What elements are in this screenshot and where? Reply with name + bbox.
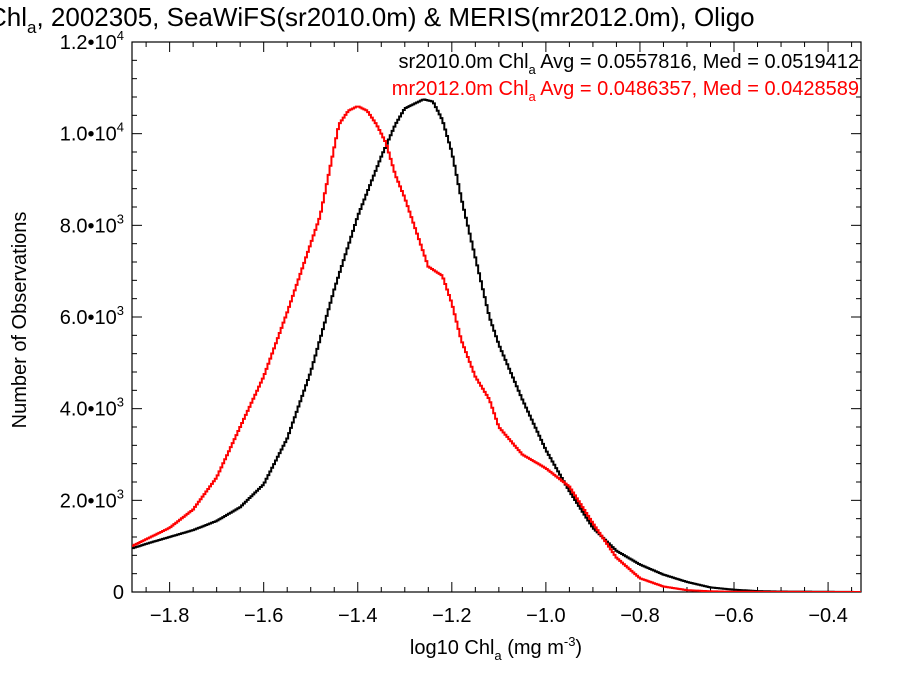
x-axis-label-part: log10 Chl [410, 637, 495, 659]
legend-entry-part: Avg = 0.0486357, Med = 0.0428589 [536, 78, 859, 100]
x-axis-label: log10 Chla (mg m-3) [410, 634, 582, 663]
y-axis-label: Number of Observations [9, 212, 31, 429]
x-axis-label-subscript: a [494, 648, 502, 663]
legend-entry-part: a [529, 62, 537, 77]
y-tick-label-mantissa: 2.0•10 [60, 490, 117, 512]
y-tick-label-exponent: 3 [117, 486, 124, 501]
y-tick-label-exponent: 4 [117, 120, 124, 135]
x-tick-label: −1.2 [432, 605, 471, 627]
x-tick-label: −0.8 [620, 605, 659, 627]
chart-title: Chla, 2002305, SeaWiFS(sr2010.0m) & MERI… [0, 2, 755, 37]
y-tick-label: 1.0•104 [60, 120, 124, 146]
x-tick-label: −1.6 [244, 605, 283, 627]
y-tick-label: 1.2•104 [60, 28, 124, 54]
x-tick-label: −1.0 [526, 605, 565, 627]
x-tick-label: −1.8 [150, 605, 189, 627]
y-tick-label-mantissa: 8.0•10 [60, 215, 117, 237]
plot-frame [131, 41, 862, 593]
legend-entry-part: sr2010.0m Chl [398, 51, 528, 73]
legend-entry-part: Avg = 0.0557816, Med = 0.0519412 [536, 51, 859, 73]
x-axis-label-superscript: -3 [564, 634, 576, 649]
y-tick-label: 8.0•103 [60, 211, 124, 237]
y-tick-label: 0 [113, 582, 124, 604]
series-line-2 [132, 105, 861, 592]
chart-title-part: Chl [0, 2, 27, 32]
y-tick-label-mantissa: 6.0•10 [60, 307, 117, 329]
y-tick-label-exponent: 4 [117, 28, 124, 43]
plot-area: −1.8 −1.6 −1.4 −1.2 −1.0 −0.8 −0.6 −0.402.0•103… [60, 28, 862, 627]
legend-entry-part: mr2012.0m Chl [392, 78, 529, 100]
y-tick-label-exponent: 3 [117, 211, 124, 226]
x-tick-label: −0.6 [714, 605, 753, 627]
chart-title-subscript: a [27, 18, 37, 37]
y-tick-label: 4.0•103 [60, 395, 124, 421]
y-tick-label-mantissa: 1.2•10 [60, 32, 117, 54]
y-tick-label-mantissa: 4.0•10 [60, 399, 117, 421]
y-tick-label: 6.0•103 [60, 303, 124, 329]
legend-entry-1: sr2010.0m Chla Avg = 0.0557816, Med = 0.… [398, 51, 859, 77]
legend-entry-2: mr2012.0m Chla Avg = 0.0486357, Med = 0.… [392, 78, 859, 104]
y-tick-label-mantissa: 0 [113, 582, 124, 604]
x-axis-label-part: (mg m [502, 637, 564, 659]
x-tick-label: −1.4 [338, 605, 377, 627]
series-line-1 [132, 98, 861, 592]
x-axis-label-part: ) [575, 637, 582, 659]
y-tick-label: 2.0•103 [60, 486, 124, 512]
y-tick-label-exponent: 3 [117, 303, 124, 318]
legend-entry-part: a [529, 89, 537, 104]
y-tick-label-mantissa: 1.0•10 [60, 124, 117, 146]
y-tick-label-exponent: 3 [117, 395, 124, 410]
x-tick-label: −0.4 [808, 605, 847, 627]
chart-title-part: , 2002305, SeaWiFS(sr2010.0m) & MERIS(mr… [36, 2, 754, 32]
